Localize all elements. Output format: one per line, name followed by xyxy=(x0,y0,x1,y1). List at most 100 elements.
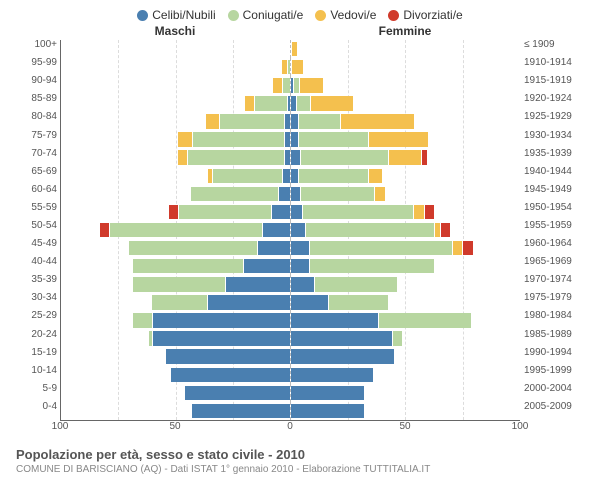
bar-segment-celibi xyxy=(291,349,394,363)
bar-segment-coniugati xyxy=(393,331,402,345)
x-tick: 0 xyxy=(287,421,293,432)
birth-year-label: 1940-1944 xyxy=(524,167,586,177)
age-label: 60-64 xyxy=(15,185,57,195)
male-bar xyxy=(61,58,290,76)
male-bar xyxy=(61,221,290,239)
male-bar xyxy=(61,167,290,185)
bar-segment-coniugati xyxy=(133,277,225,291)
bar-segment-divorziati xyxy=(422,150,427,164)
age-row: 20-241985-1989 xyxy=(61,330,520,348)
legend-item: Coniugati/e xyxy=(228,8,304,22)
female-bar xyxy=(290,330,520,348)
legend: Celibi/NubiliConiugati/eVedovi/eDivorzia… xyxy=(16,8,584,22)
male-bar xyxy=(61,384,290,402)
age-label: 75-79 xyxy=(15,131,57,141)
bar-segment-celibi xyxy=(263,223,290,237)
birth-year-label: 1985-1989 xyxy=(524,330,586,340)
birth-year-label: 2005-2009 xyxy=(524,402,586,412)
legend-swatch xyxy=(137,10,148,21)
bar-segment-celibi xyxy=(153,331,290,345)
male-bar xyxy=(61,293,290,311)
legend-label: Divorziati/e xyxy=(403,8,462,22)
bar-segment-coniugati xyxy=(306,223,434,237)
bar-segment-coniugati xyxy=(213,169,282,183)
bar-segment-coniugati xyxy=(299,132,368,146)
age-label: 45-49 xyxy=(15,239,57,249)
legend-item: Divorziati/e xyxy=(388,8,462,22)
female-bar xyxy=(290,94,520,112)
age-row: 15-191990-1994 xyxy=(61,348,520,366)
age-label: 50-54 xyxy=(15,221,57,231)
x-tick: 50 xyxy=(169,421,180,432)
female-bar xyxy=(290,167,520,185)
bar-segment-coniugati xyxy=(301,150,388,164)
bar-segment-coniugati xyxy=(152,295,207,309)
male-bar xyxy=(61,348,290,366)
bar-segment-celibi xyxy=(291,331,392,345)
male-bar xyxy=(61,76,290,94)
bar-segment-vedovi xyxy=(453,241,462,255)
bar-segment-divorziati xyxy=(441,223,450,237)
x-tick: 100 xyxy=(52,421,69,432)
legend-swatch xyxy=(228,10,239,21)
bar-segment-celibi xyxy=(291,404,364,418)
birth-year-label: 1960-1964 xyxy=(524,239,586,249)
age-row: 95-991910-1914 xyxy=(61,58,520,76)
birth-year-label: 1990-1994 xyxy=(524,348,586,358)
age-row: 70-741935-1939 xyxy=(61,149,520,167)
birth-year-label: 1970-1974 xyxy=(524,275,586,285)
bar-segment-coniugati xyxy=(283,78,290,92)
age-label: 80-84 xyxy=(15,112,57,122)
birth-year-label: 1980-1984 xyxy=(524,311,586,321)
male-bar xyxy=(61,185,290,203)
male-bar xyxy=(61,239,290,257)
bar-segment-coniugati xyxy=(310,259,434,273)
age-row: 45-491960-1964 xyxy=(61,239,520,257)
female-bar xyxy=(290,76,520,94)
bar-segment-divorziati xyxy=(463,241,472,255)
bar-segment-celibi xyxy=(291,295,328,309)
age-label: 5-9 xyxy=(15,384,57,394)
birth-year-label: 1950-1954 xyxy=(524,203,586,213)
age-label: 25-29 xyxy=(15,311,57,321)
female-bar xyxy=(290,239,520,257)
male-bar xyxy=(61,149,290,167)
bar-segment-celibi xyxy=(208,295,290,309)
age-row: 40-441965-1969 xyxy=(61,257,520,275)
bar-segment-vedovi xyxy=(178,150,187,164)
bar-segment-celibi xyxy=(272,205,290,219)
bar-segment-coniugati xyxy=(193,132,285,146)
bar-segment-coniugati xyxy=(297,96,311,110)
bar-segment-celibi xyxy=(291,132,298,146)
age-row: 60-641945-1949 xyxy=(61,185,520,203)
chart-title: Popolazione per età, sesso e stato civil… xyxy=(16,447,584,462)
female-bar xyxy=(290,203,520,221)
bar-segment-divorziati xyxy=(425,205,434,219)
age-label: 30-34 xyxy=(15,293,57,303)
bar-segment-coniugati xyxy=(133,313,151,327)
age-label: 85-89 xyxy=(15,94,57,104)
bar-segment-celibi xyxy=(291,114,298,128)
age-label: 0-4 xyxy=(15,402,57,412)
female-bar xyxy=(290,257,520,275)
age-row: 30-341975-1979 xyxy=(61,293,520,311)
birth-year-label: 1930-1934 xyxy=(524,131,586,141)
birth-year-label: 1965-1969 xyxy=(524,257,586,267)
bar-segment-celibi xyxy=(291,223,305,237)
birth-year-label: 1995-1999 xyxy=(524,366,586,376)
female-bar xyxy=(290,293,520,311)
bar-segment-celibi xyxy=(244,259,290,273)
age-label: 100+ xyxy=(15,40,57,50)
birth-year-label: 1955-1959 xyxy=(524,221,586,231)
bar-segment-coniugati xyxy=(329,295,389,309)
bar-segment-vedovi xyxy=(178,132,192,146)
bar-segment-celibi xyxy=(258,241,290,255)
bar-segment-celibi xyxy=(291,386,364,400)
age-label: 90-94 xyxy=(15,76,57,86)
birth-year-label: 1920-1924 xyxy=(524,94,586,104)
bar-segment-coniugati xyxy=(379,313,471,327)
age-row: 75-791930-1934 xyxy=(61,131,520,149)
bar-segment-celibi xyxy=(291,313,378,327)
legend-swatch xyxy=(315,10,326,21)
male-header: Maschi xyxy=(60,24,290,38)
